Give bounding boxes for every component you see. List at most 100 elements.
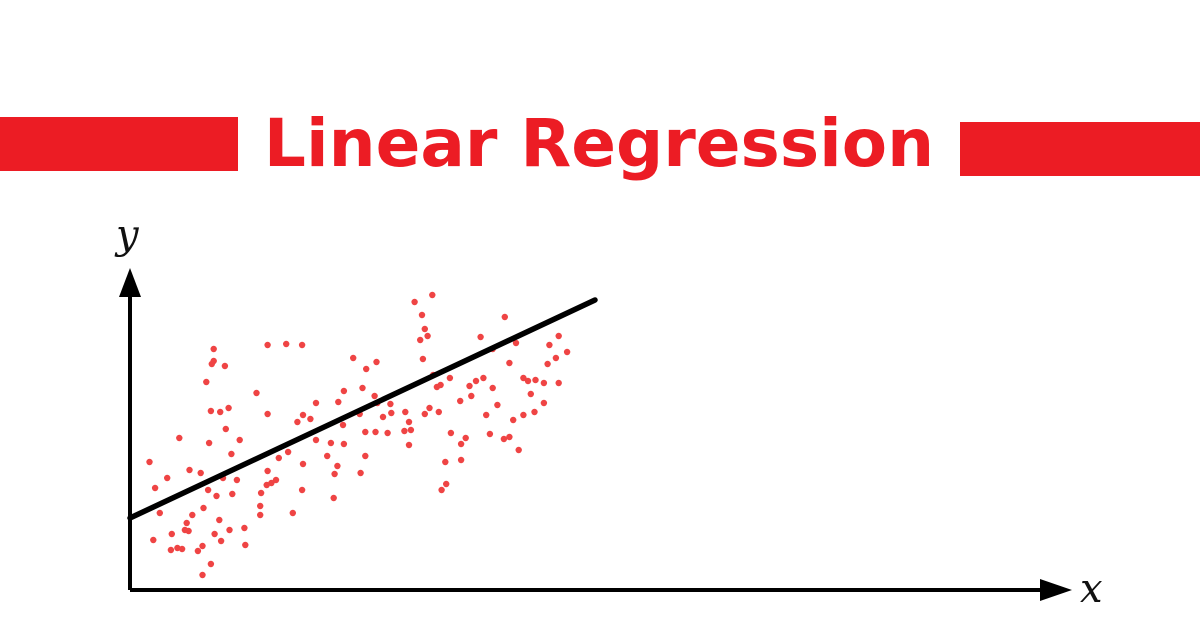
- y-axis-label: y: [114, 212, 140, 258]
- data-point: [222, 425, 229, 433]
- data-point: [424, 332, 431, 340]
- data-point: [387, 400, 394, 408]
- data-point: [405, 418, 413, 426]
- data-point: [181, 526, 189, 534]
- data-point: [362, 452, 369, 460]
- data-point: [241, 524, 248, 532]
- data-point: [402, 408, 409, 416]
- data-point: [275, 454, 282, 462]
- data-point: [486, 430, 494, 438]
- data-point: [540, 399, 548, 407]
- data-point: [421, 410, 428, 418]
- data-point: [457, 397, 464, 405]
- data-point: [506, 433, 513, 441]
- data-point: [156, 509, 163, 517]
- data-point: [216, 516, 223, 524]
- data-point: [419, 355, 427, 363]
- title-bar-left: [0, 117, 238, 171]
- data-point: [168, 530, 175, 538]
- data-point: [151, 484, 159, 492]
- data-point: [527, 390, 534, 398]
- data-point: [531, 408, 538, 416]
- data-point: [264, 467, 271, 475]
- data-point: [217, 537, 225, 545]
- data-point: [299, 460, 307, 468]
- data-point: [411, 298, 418, 306]
- data-point: [225, 404, 232, 412]
- data-point: [242, 541, 249, 549]
- data-point: [494, 401, 501, 409]
- data-point: [208, 360, 215, 368]
- data-point: [362, 428, 369, 436]
- data-point: [435, 408, 442, 416]
- data-point: [146, 458, 153, 466]
- data-point: [174, 544, 181, 552]
- data-point: [506, 359, 513, 367]
- data-point: [515, 446, 522, 454]
- data-point: [510, 416, 517, 424]
- data-point: [429, 291, 436, 299]
- data-point: [447, 429, 455, 437]
- data-point: [437, 381, 444, 389]
- data-point: [226, 526, 233, 534]
- data-point: [442, 458, 449, 466]
- data-point: [340, 440, 348, 448]
- data-point: [207, 407, 215, 415]
- data-point: [150, 536, 157, 544]
- data-point: [500, 435, 508, 443]
- data-point: [417, 336, 424, 344]
- data-point: [233, 476, 241, 484]
- data-point: [331, 470, 338, 478]
- data-point: [264, 410, 271, 418]
- data-point: [312, 436, 320, 444]
- data-point: [468, 392, 475, 400]
- data-point: [324, 452, 331, 460]
- y-axis-arrow: [119, 268, 141, 297]
- data-point: [407, 426, 415, 434]
- data-point: [335, 398, 342, 406]
- data-point: [532, 376, 539, 384]
- data-point: [446, 374, 454, 382]
- data-point: [327, 439, 335, 447]
- data-point: [483, 411, 490, 419]
- data-point: [489, 384, 496, 392]
- data-point: [229, 490, 236, 498]
- data-point: [457, 456, 465, 464]
- data-point: [194, 547, 202, 555]
- data-point: [164, 474, 171, 482]
- data-point: [289, 509, 296, 517]
- data-point: [384, 429, 391, 437]
- data-point: [520, 411, 527, 419]
- data-point: [501, 313, 508, 321]
- data-point: [462, 434, 469, 442]
- x-axis-label: x: [1080, 566, 1103, 612]
- data-point: [217, 408, 224, 416]
- data-point: [283, 340, 290, 348]
- data-point: [480, 374, 487, 382]
- data-point: [186, 466, 193, 474]
- data-point: [263, 481, 270, 489]
- x-axis-arrow: [1040, 579, 1072, 601]
- data-point: [339, 421, 347, 429]
- data-point: [544, 360, 551, 368]
- data-point: [418, 311, 426, 319]
- data-point: [330, 494, 337, 502]
- data-point: [210, 345, 217, 353]
- data-point: [477, 333, 484, 341]
- data-point: [257, 502, 264, 510]
- data-point: [272, 476, 280, 484]
- title-bar-right: [960, 122, 1200, 176]
- data-point: [401, 427, 408, 435]
- data-point: [298, 341, 306, 349]
- data-point: [552, 354, 560, 362]
- data-point: [211, 530, 218, 538]
- data-point: [457, 440, 465, 448]
- chart-title: Linear Regression: [263, 105, 935, 182]
- data-point: [199, 542, 206, 550]
- data-point: [204, 486, 212, 494]
- data-point: [307, 415, 314, 423]
- data-point: [257, 511, 264, 519]
- data-point: [207, 560, 215, 568]
